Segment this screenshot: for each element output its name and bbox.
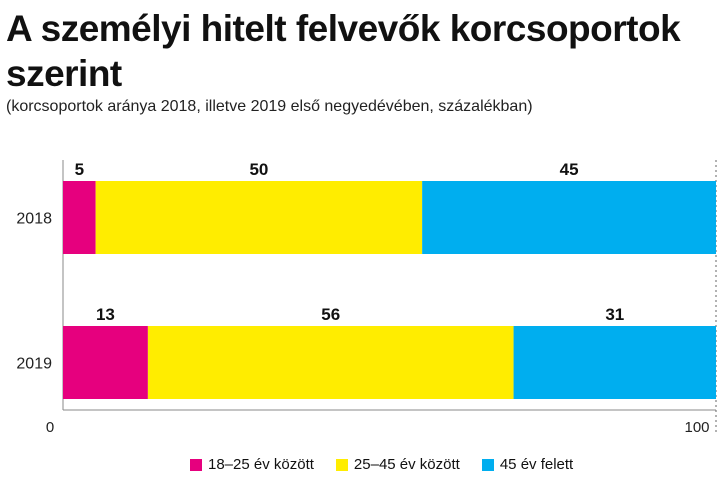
data-label: 45 xyxy=(560,160,579,179)
chart-title: A személyi hitelt felvevők korcsoportok … xyxy=(6,8,681,94)
legend-swatch xyxy=(190,458,202,471)
category-label: 2018 xyxy=(16,211,52,228)
bar-segment xyxy=(63,181,96,254)
bar-segment xyxy=(147,326,514,399)
data-label: 5 xyxy=(75,160,84,179)
bar-segment xyxy=(422,181,716,254)
legend-item: 45 év felett xyxy=(481,456,574,473)
legend-item: 18–25 év között xyxy=(190,456,314,473)
legend-label: 18–25 év között xyxy=(208,456,314,473)
legend-item: 25–45 év között xyxy=(335,456,460,473)
bar-segment xyxy=(513,326,716,399)
category-label: 2019 xyxy=(16,356,52,373)
chart-subtitle: (korcsoportok aránya 2018, illetve 2019 … xyxy=(6,98,533,115)
stacked-bar-chart: 2018 5 50 45 2019 13 56 31 0 100 xyxy=(16,160,717,436)
x-tick-label: 100 xyxy=(684,419,709,436)
legend-label: 45 év felett xyxy=(499,456,574,473)
bar-segment xyxy=(63,326,148,399)
data-label: 56 xyxy=(321,305,340,324)
bar-segment xyxy=(95,181,423,254)
data-label: 31 xyxy=(605,305,624,324)
legend-swatch xyxy=(481,458,494,471)
data-label: 50 xyxy=(249,160,268,179)
data-label: 13 xyxy=(96,305,115,324)
legend-label: 25–45 év között xyxy=(353,456,460,473)
legend-swatch xyxy=(335,458,348,471)
x-tick-label: 0 xyxy=(46,419,54,436)
legend: 18–25 év között 25–45 év között 45 év fele… xyxy=(190,456,573,473)
